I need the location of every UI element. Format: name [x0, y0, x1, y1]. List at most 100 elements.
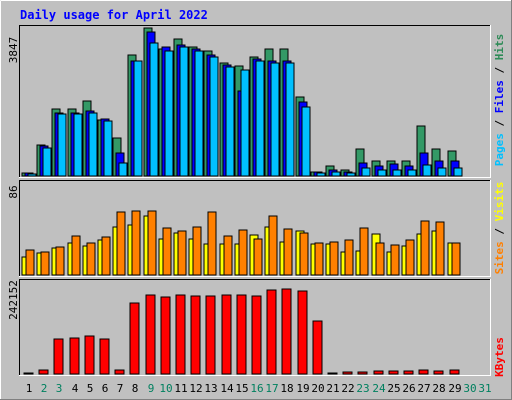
bar-sites-day-7	[116, 211, 126, 276]
bar-kbytes-day-1	[23, 372, 34, 375]
bar-kbytes-day-15	[236, 294, 247, 375]
x-label-day-21: 21	[326, 382, 339, 395]
bar-pages-day-4	[73, 113, 83, 177]
bar-pages-day-28	[437, 167, 447, 177]
bar-sites-day-28	[435, 221, 445, 276]
bar-sites-day-14	[223, 235, 233, 276]
bar-kbytes-day-16	[251, 295, 262, 375]
bar-pages-day-18	[285, 62, 295, 177]
bar-pages-day-13	[209, 56, 219, 177]
bar-sites-day-21	[329, 241, 339, 276]
legend-item: Pages	[493, 133, 506, 166]
x-label-day-15: 15	[235, 382, 248, 395]
x-label-day-14: 14	[220, 382, 234, 395]
bar-kbytes-day-21	[327, 372, 338, 375]
bar-sites-day-29	[451, 242, 461, 276]
x-label-day-6: 6	[102, 382, 109, 395]
bar-sites-day-13	[207, 211, 217, 276]
bar-kbytes-day-2	[38, 369, 49, 375]
bar-sites-day-22	[344, 239, 354, 276]
bar-sites-day-19	[299, 232, 309, 276]
x-label-day-19: 19	[296, 382, 309, 395]
x-label-day-25: 25	[387, 382, 400, 395]
legend-item: /	[493, 60, 506, 80]
bar-pages-day-11	[179, 46, 189, 177]
bar-kbytes-day-10	[160, 296, 171, 375]
bar-kbytes-day-8	[129, 302, 140, 375]
bar-sites-day-8	[131, 210, 141, 276]
bar-pages-day-16	[255, 60, 265, 177]
bar-pages-day-20	[316, 172, 326, 177]
legend-item: Files	[493, 80, 506, 113]
bar-pages-day-24	[377, 169, 387, 177]
x-label-day-5: 5	[87, 382, 94, 395]
x-label-day-16: 16	[250, 382, 263, 395]
bar-pages-day-2	[42, 147, 52, 177]
bar-kbytes-day-19	[297, 290, 308, 375]
bar-kbytes-day-25	[388, 370, 399, 375]
bar-kbytes-day-13	[205, 295, 216, 375]
bar-sites-day-20	[314, 242, 324, 276]
y-max-label-top: 3847	[7, 37, 20, 64]
x-label-day-4: 4	[72, 382, 79, 395]
x-label-day-12: 12	[189, 382, 202, 395]
bar-kbytes-day-11	[175, 294, 186, 375]
x-label-day-22: 22	[341, 382, 354, 395]
bar-kbytes-day-3	[53, 338, 64, 375]
x-label-day-9: 9	[148, 382, 155, 395]
x-label-day-10: 10	[159, 382, 172, 395]
bar-kbytes-day-12	[190, 295, 201, 375]
bar-sites-day-15	[238, 229, 248, 276]
legend-item: /	[493, 113, 506, 133]
legend-item: Visits	[493, 182, 506, 222]
x-label-day-8: 8	[132, 382, 139, 395]
bar-sites-day-4	[71, 235, 81, 276]
bar-pages-day-7	[118, 162, 128, 177]
x-label-day-13: 13	[204, 382, 217, 395]
x-label-day-18: 18	[280, 382, 293, 395]
bar-kbytes-day-9	[145, 294, 156, 375]
legend-item: Hits	[493, 34, 506, 61]
legend-item: Sites	[493, 241, 506, 274]
y-max-label-middle: 86	[7, 185, 20, 198]
bar-pages-day-12	[194, 50, 204, 177]
bar-pages-day-1	[27, 173, 37, 177]
x-label-day-30: 30	[463, 382, 476, 395]
bar-kbytes-day-26	[403, 370, 414, 375]
bar-sites-day-10	[162, 227, 172, 276]
bar-sites-day-17	[268, 215, 278, 276]
bar-kbytes-day-29	[449, 369, 460, 375]
bar-sites-day-25	[390, 244, 400, 276]
bar-pages-day-23	[361, 167, 371, 177]
legend-bottom: KBytes	[493, 337, 506, 377]
bars-layer	[21, 27, 463, 375]
x-label-day-3: 3	[56, 382, 63, 395]
bar-pages-day-9	[149, 42, 159, 177]
bar-pages-day-3	[57, 113, 67, 177]
x-label-day-26: 26	[402, 382, 415, 395]
bar-pages-day-27	[422, 164, 432, 177]
bar-kbytes-day-28	[433, 370, 444, 375]
bar-sites-day-16	[253, 238, 263, 276]
bar-pages-day-26	[407, 169, 417, 177]
bar-kbytes-day-17	[266, 289, 277, 375]
chart-title: Daily usage for April 2022	[20, 8, 208, 22]
legend-item: /	[493, 221, 506, 241]
bar-kbytes-day-4	[69, 337, 80, 375]
bar-pages-day-22	[346, 172, 356, 177]
x-axis-labels: 1 2 3 4 5 6 7 8 9 10 11 12 13 14 15 16 17 18 19 20 21 22 23 24 2…	[26, 382, 492, 395]
bar-pages-day-6	[103, 120, 113, 177]
bar-sites-day-23	[359, 227, 369, 276]
x-label-day-1: 1	[26, 382, 33, 395]
bar-pages-day-14	[225, 66, 235, 177]
bar-sites-day-27	[420, 220, 430, 276]
legends-layer: Pages / Files / Hits Sites / Visits KBytes	[493, 34, 506, 377]
bar-pages-day-21	[331, 171, 341, 177]
bar-kbytes-day-20	[312, 320, 323, 375]
bar-kbytes-day-14	[221, 294, 232, 375]
x-label-day-28: 28	[432, 382, 445, 395]
x-label-day-23: 23	[356, 382, 369, 395]
bar-kbytes-day-6	[99, 338, 110, 375]
bar-sites-day-11	[177, 230, 187, 276]
